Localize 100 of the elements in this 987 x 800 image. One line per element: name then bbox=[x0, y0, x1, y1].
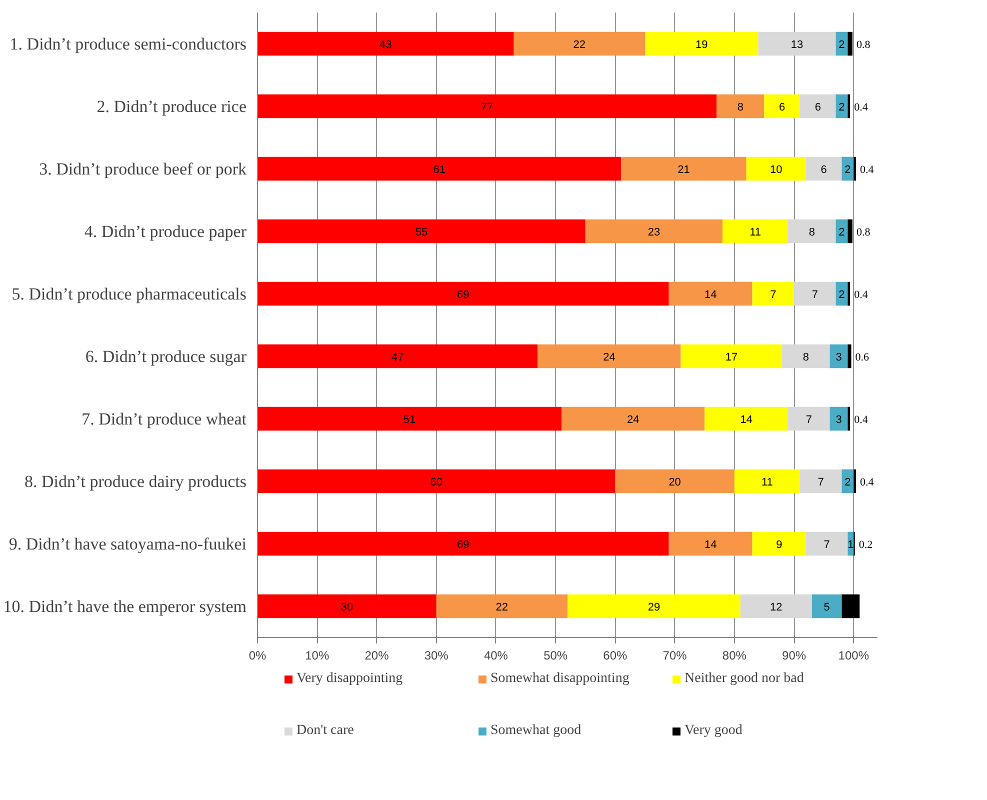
data-label: 20 bbox=[668, 476, 681, 488]
data-label: 11 bbox=[750, 226, 761, 238]
bar bbox=[806, 156, 842, 181]
bar bbox=[538, 344, 681, 368]
data-label: 0.4 bbox=[854, 414, 868, 426]
bar bbox=[680, 344, 782, 368]
bar bbox=[848, 219, 852, 244]
bar bbox=[258, 532, 669, 556]
data-label: 12 bbox=[770, 601, 782, 614]
bar bbox=[848, 32, 852, 56]
bar bbox=[788, 219, 836, 244]
bar bbox=[740, 594, 812, 618]
bar bbox=[645, 32, 758, 56]
data-label: 21 bbox=[678, 164, 690, 176]
data-label: 1 bbox=[848, 538, 854, 551]
y-tick-label: 4. Didn’t produce paper bbox=[84, 222, 247, 241]
data-label: 0.8 bbox=[856, 226, 871, 238]
bar bbox=[842, 594, 860, 618]
data-label: 19 bbox=[696, 38, 708, 51]
data-label: 2 bbox=[844, 476, 851, 488]
data-label: 43 bbox=[380, 38, 392, 51]
bar bbox=[848, 406, 850, 431]
x-tick-label: 0% bbox=[248, 648, 266, 662]
y-tick-label: 3. Didn’t produce beef or pork bbox=[39, 159, 247, 178]
x-tick-label: 60% bbox=[603, 648, 628, 662]
data-label: 24 bbox=[626, 414, 640, 426]
bar bbox=[722, 219, 788, 244]
data-label: 0.4 bbox=[860, 476, 874, 488]
bar bbox=[800, 94, 836, 118]
bar bbox=[258, 469, 616, 494]
y-tick-label: 5. Didn’t produce pharmaceuticals bbox=[12, 284, 247, 304]
data-label: 0.8 bbox=[856, 38, 871, 51]
data-label: 24 bbox=[603, 351, 616, 364]
data-label: 7 bbox=[818, 476, 824, 488]
data-label: 0.4 bbox=[854, 101, 868, 114]
x-tick-label: 50% bbox=[544, 648, 568, 662]
data-label: 61 bbox=[433, 164, 446, 176]
data-label: 7 bbox=[824, 538, 830, 551]
x-tick-label: 40% bbox=[484, 648, 508, 662]
data-label: 2 bbox=[844, 164, 851, 176]
data-label: 30 bbox=[340, 601, 354, 614]
data-label: 14 bbox=[704, 288, 717, 301]
data-label: 2 bbox=[838, 288, 845, 301]
legend-label: Don't care bbox=[296, 723, 355, 739]
x-tick-label: 100% bbox=[838, 648, 870, 662]
bar bbox=[562, 406, 705, 431]
bar bbox=[752, 282, 794, 306]
data-label: 5 bbox=[824, 601, 830, 614]
y-tick-label: 10. Didn’t have the emperor system bbox=[3, 596, 246, 616]
data-label: 69 bbox=[457, 288, 470, 301]
data-label: 11 bbox=[762, 476, 773, 488]
data-label: 6 bbox=[820, 164, 827, 176]
data-label: 51 bbox=[403, 414, 416, 426]
data-label: 0.2 bbox=[858, 538, 873, 551]
data-label: 0.4 bbox=[854, 288, 868, 301]
data-label: 3 bbox=[836, 351, 842, 364]
bar bbox=[812, 594, 842, 618]
data-label: 47 bbox=[391, 351, 404, 364]
data-label: 10 bbox=[770, 164, 782, 176]
legend-label: Very disappointing bbox=[296, 671, 404, 687]
legend-label: Very good bbox=[684, 723, 744, 739]
bar bbox=[668, 282, 752, 306]
data-label: 22 bbox=[496, 601, 508, 614]
y-tick-label: 6. Didn’t produce sugar bbox=[85, 346, 247, 366]
bar bbox=[764, 94, 800, 118]
data-label: 7 bbox=[812, 288, 818, 301]
data-label: 8 bbox=[808, 226, 815, 238]
bar bbox=[668, 532, 752, 556]
x-tick-label: 70% bbox=[662, 648, 688, 662]
bar bbox=[794, 282, 836, 306]
bar bbox=[258, 344, 538, 368]
bar bbox=[842, 469, 854, 494]
bar bbox=[258, 594, 436, 618]
data-label: 0.4 bbox=[860, 164, 874, 176]
y-tick-label: 9. Didn’t have satoyama-no-fuukei bbox=[8, 534, 247, 554]
bar bbox=[854, 469, 856, 494]
bar bbox=[848, 344, 852, 368]
x-tick-label: 80% bbox=[722, 648, 747, 662]
bar bbox=[258, 32, 514, 56]
bar bbox=[806, 532, 848, 556]
x-tick-label: 30% bbox=[424, 648, 449, 662]
data-label: 55 bbox=[415, 226, 428, 238]
bar bbox=[568, 594, 740, 618]
data-label: 8 bbox=[802, 351, 810, 364]
data-label: 3 bbox=[836, 414, 842, 426]
bar bbox=[734, 469, 800, 494]
bar bbox=[704, 406, 788, 431]
bar bbox=[830, 344, 848, 368]
bar bbox=[621, 156, 746, 181]
legend-label: Somewhat good bbox=[490, 723, 582, 739]
y-tick-label: 8. Didn’t produce dairy products bbox=[24, 472, 247, 491]
bar bbox=[716, 94, 764, 118]
data-label: 2 bbox=[838, 226, 845, 238]
x-tick-label: 90% bbox=[782, 648, 806, 662]
bar bbox=[258, 156, 622, 181]
bar bbox=[788, 406, 830, 431]
data-label: 2 bbox=[838, 38, 845, 51]
bar bbox=[854, 156, 856, 181]
bar bbox=[848, 94, 850, 118]
y-tick-label: 1. Didn’t produce semi-conductors bbox=[10, 34, 247, 54]
